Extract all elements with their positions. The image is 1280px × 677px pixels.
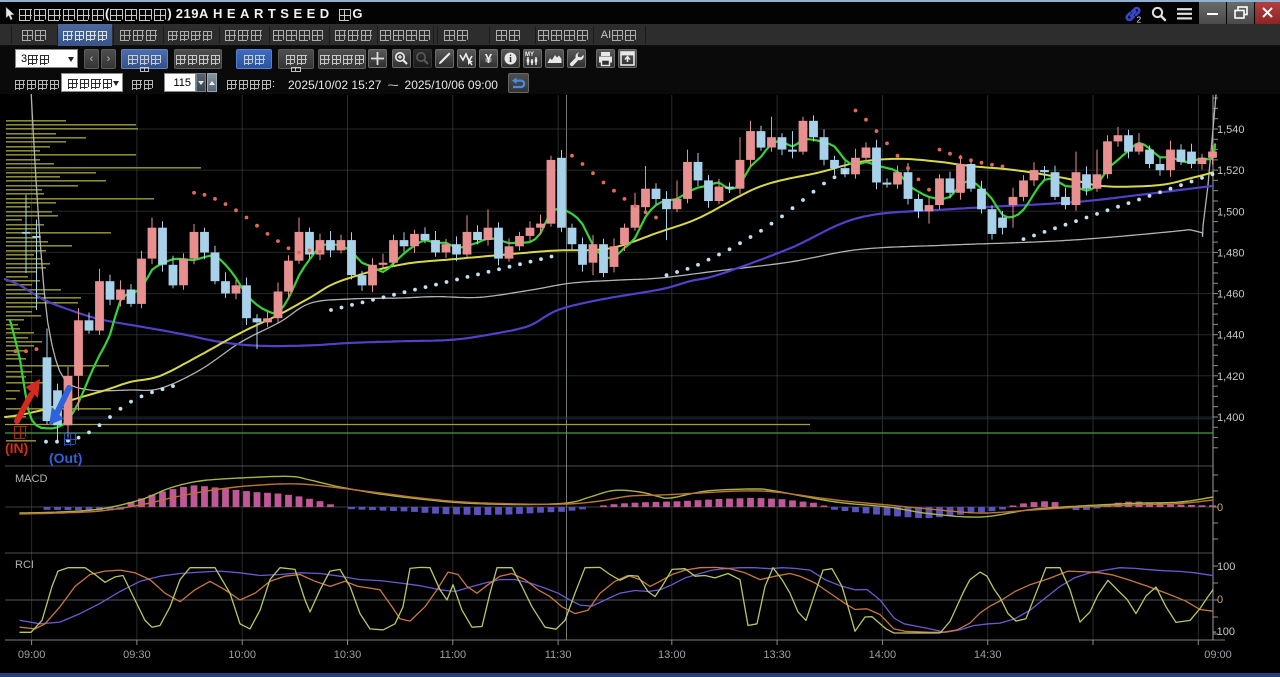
svg-text:09:00: 09:00 [18, 649, 46, 661]
svg-text:11:00: 11:00 [439, 649, 466, 661]
svg-text:13:00: 13:00 [658, 649, 686, 661]
svg-text:14:30: 14:30 [974, 649, 1002, 661]
svg-text:MY: MY [525, 52, 534, 58]
svg-text:1,420: 1,420 [1217, 371, 1245, 383]
svg-text:RCI: RCI [15, 559, 34, 571]
svg-text:0: 0 [1217, 502, 1223, 514]
svg-text:13:30: 13:30 [763, 649, 791, 661]
svg-text:09:30: 09:30 [123, 649, 151, 661]
svg-text:10:30: 10:30 [334, 649, 362, 661]
svg-text:MACD: MACD [15, 473, 47, 485]
svg-text:1,500: 1,500 [1217, 206, 1245, 218]
svg-text:09:00: 09:00 [1204, 649, 1232, 661]
svg-text:2: 2 [1137, 15, 1142, 24]
svg-text:1,480: 1,480 [1217, 247, 1245, 259]
svg-text:100: 100 [1217, 561, 1235, 573]
svg-text:1,440: 1,440 [1217, 330, 1245, 342]
svg-text:1,460: 1,460 [1217, 289, 1245, 301]
svg-text:10:00: 10:00 [228, 649, 256, 661]
svg-text:11:30: 11:30 [545, 649, 572, 661]
svg-text:1,540: 1,540 [1217, 124, 1245, 136]
svg-text:1,400: 1,400 [1217, 412, 1245, 424]
svg-text:1,520: 1,520 [1217, 165, 1245, 177]
svg-text:i: i [509, 54, 512, 65]
svg-text:0: 0 [1217, 594, 1223, 606]
svg-text:14:00: 14:00 [869, 649, 897, 661]
svg-text:-100: -100 [1213, 626, 1235, 638]
